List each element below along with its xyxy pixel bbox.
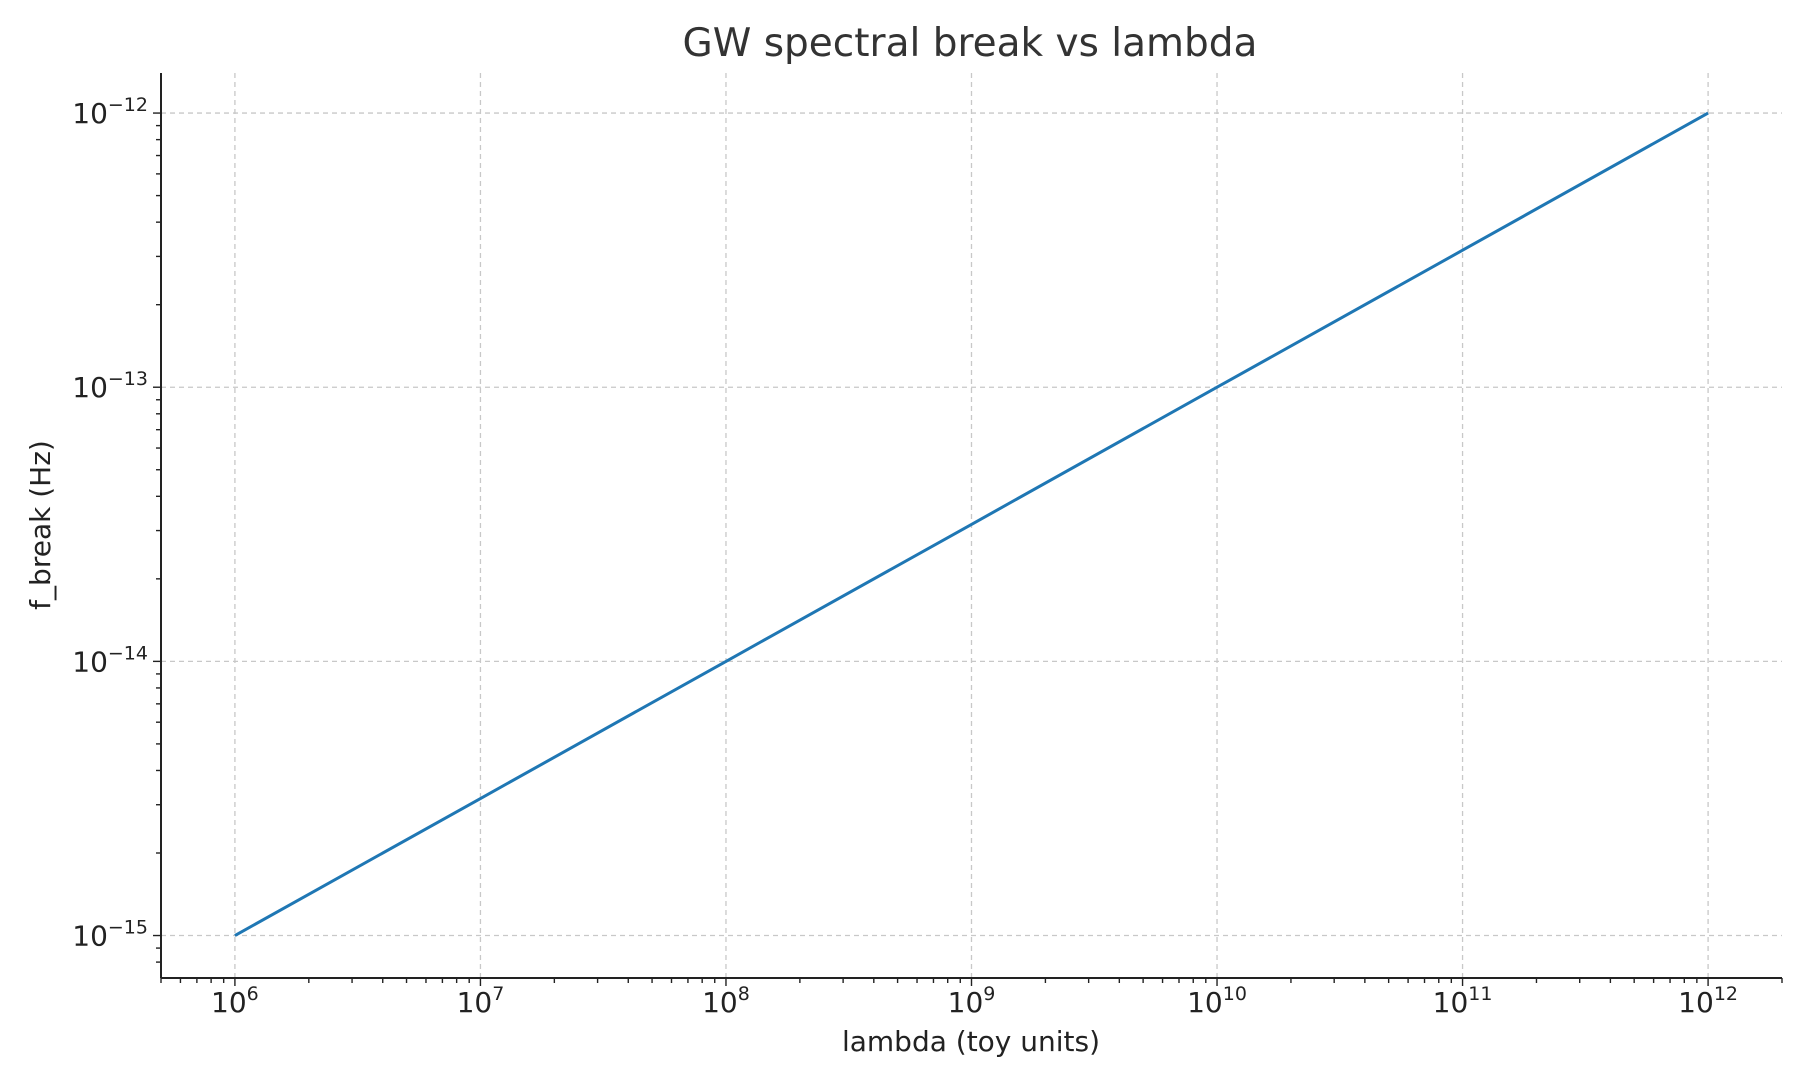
y-tick-label: 10−12 xyxy=(72,94,148,130)
x-axis-ticks: 106 107 108 109 1010 1011 1012 xyxy=(211,978,1738,1019)
x-tick-label-base: 10 xyxy=(948,986,984,1019)
y-axis-label: f_break (Hz) xyxy=(24,440,57,610)
x-tick-label-base: 10 xyxy=(1187,986,1223,1019)
x-tick-label-base: 10 xyxy=(1433,986,1469,1019)
y-tick-label: 10−13 xyxy=(72,368,148,404)
x-axis-label: lambda (toy units) xyxy=(842,1025,1100,1058)
x-tick-label-base: 10 xyxy=(457,986,493,1019)
y-tick-label-base: 10 xyxy=(72,97,108,130)
x-tick-label-exponent: 12 xyxy=(1714,983,1738,1005)
x-tick-label-exponent: 7 xyxy=(492,983,504,1005)
x-tick-label-exponent: 8 xyxy=(738,983,750,1005)
x-tick-label-base: 10 xyxy=(1678,986,1714,1019)
y-tick-label-base: 10 xyxy=(72,645,108,678)
x-tick-label-exponent: 9 xyxy=(983,983,995,1005)
x-tick-label-base: 10 xyxy=(211,986,247,1019)
x-tick-label: 1012 xyxy=(1678,983,1738,1019)
series-layer xyxy=(234,111,1709,937)
y-tick-label: 10−14 xyxy=(72,642,148,678)
x-tick-label-exponent: 6 xyxy=(247,983,259,1005)
x-tick-label: 106 xyxy=(211,983,259,1019)
x-tick-label-base: 10 xyxy=(702,986,738,1019)
x-tick-label: 107 xyxy=(457,983,505,1019)
x-tick-label: 109 xyxy=(948,983,996,1019)
x-tick-label-exponent: 11 xyxy=(1468,983,1492,1005)
y-tick-label-exponent: −13 xyxy=(108,368,148,390)
x-tick-label: 1011 xyxy=(1433,983,1493,1019)
x-tick-label-exponent: 10 xyxy=(1223,983,1247,1005)
y-tick-label: 10−15 xyxy=(72,917,148,953)
chart-title: GW spectral break vs lambda xyxy=(683,21,1258,66)
y-tick-label-exponent: −14 xyxy=(108,642,148,664)
x-tick-label: 1010 xyxy=(1187,983,1247,1019)
x-tick-label: 108 xyxy=(702,983,750,1019)
minor-ticks xyxy=(156,124,1783,983)
y-tick-label-exponent: −15 xyxy=(108,917,148,939)
series-line xyxy=(234,111,1709,937)
y-tick-label-exponent: −12 xyxy=(108,94,148,116)
y-tick-label-base: 10 xyxy=(72,371,108,404)
y-tick-label-base: 10 xyxy=(72,920,108,953)
